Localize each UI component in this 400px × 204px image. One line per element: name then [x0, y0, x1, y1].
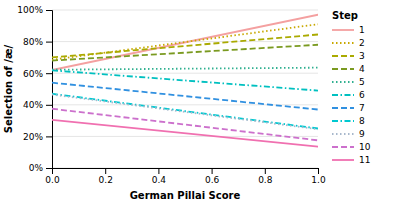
legend-item: 5	[332, 77, 365, 87]
x-tick-mark	[265, 168, 266, 174]
legend-swatch	[332, 94, 354, 96]
x-tick: 0.8	[258, 168, 273, 185]
x-tick-mark	[105, 168, 106, 174]
grid	[52, 10, 318, 168]
series-line	[52, 83, 318, 110]
legend-swatch	[332, 81, 354, 83]
legend-item: 8	[332, 116, 365, 126]
x-tick: 0.4	[152, 168, 167, 185]
legend-item: 4	[332, 64, 365, 74]
legend-item: 10	[332, 142, 371, 152]
x-tick: 0.6	[205, 168, 220, 185]
legend-label: 4	[359, 64, 365, 74]
legend-item: 3	[332, 51, 365, 61]
legend-swatch	[332, 42, 354, 44]
y-tick-mark	[46, 168, 52, 169]
legend-label: 11	[359, 155, 370, 165]
y-axis-title: Selection of /æ/	[3, 45, 14, 134]
y-tick-mark	[46, 73, 52, 74]
y-tick-label: 60%	[23, 69, 43, 79]
legend-swatch	[332, 68, 354, 70]
y-tick: 40%	[23, 100, 52, 110]
y-tick-label: 40%	[23, 100, 43, 110]
y-tick-label: 0%	[29, 163, 44, 173]
y-tick: 20%	[23, 132, 52, 142]
y-axis-line	[46, 11, 53, 169]
series-line	[52, 45, 318, 61]
y-tick-label: 100%	[17, 5, 43, 15]
legend: Step1 2 3 4 5 6 7 8 9 10 11	[332, 10, 371, 165]
legend-label: 3	[359, 51, 365, 61]
x-tick-label: 0.8	[258, 175, 273, 185]
grid-line	[52, 10, 318, 11]
legend-swatch	[332, 120, 354, 122]
series-line	[52, 120, 318, 147]
legend-label: 2	[359, 38, 365, 48]
y-tick: 60%	[23, 69, 52, 79]
legend-swatch	[332, 55, 354, 57]
x-tick-mark	[212, 168, 213, 174]
legend-label: 8	[359, 116, 365, 126]
legend-swatch	[332, 133, 354, 135]
legend-swatch	[332, 29, 354, 31]
x-axis-title: German Pillai Score	[130, 190, 241, 201]
series-line	[52, 24, 318, 60]
legend-label: 9	[359, 129, 365, 139]
y-tick: 0%	[29, 163, 52, 173]
y-tick-mark	[46, 136, 52, 137]
series-line	[52, 34, 318, 57]
x-tick: 0.2	[99, 168, 113, 185]
legend-label: 7	[359, 103, 365, 113]
y-tick: 100%	[17, 5, 52, 15]
x-tick-mark	[158, 168, 159, 174]
x-tick-label: 0.0	[45, 175, 60, 185]
x-axis: 0.0 0.2 0.4 0.6 0.8 1.0	[45, 168, 326, 185]
legend-item: 1	[332, 25, 365, 35]
chart: 0.0 0.2 0.4 0.6 0.8 1.0 0% 20% 40% 60% 80% 100% Germ…	[0, 0, 400, 204]
x-tick-label: 1.0	[311, 175, 326, 185]
legend-item: 7	[332, 103, 365, 113]
x-tick: 1.0	[311, 168, 326, 185]
x-axis-line	[53, 169, 319, 175]
y-tick: 80%	[23, 37, 52, 47]
legend-label: 6	[359, 90, 365, 100]
legend-label: 5	[359, 77, 365, 87]
legend-item: 11	[332, 155, 370, 165]
legend-item: 6	[332, 90, 365, 100]
x-tick-label: 0.4	[152, 175, 167, 185]
legend-swatch	[332, 146, 354, 148]
y-tick-mark	[46, 10, 52, 11]
plot: 0.0 0.2 0.4 0.6 0.8 1.0 0% 20% 40% 60% 80% 100%	[17, 5, 326, 185]
y-tick-label: 20%	[23, 132, 43, 142]
x-tick-mark	[318, 168, 319, 174]
y-tick-mark	[46, 42, 52, 43]
series-line	[52, 68, 318, 70]
legend-item: 2	[332, 38, 365, 48]
y-tick-mark	[46, 105, 52, 106]
x-tick: 0.0	[45, 168, 60, 185]
legend-label: 10	[359, 142, 371, 152]
legend-swatch	[332, 159, 354, 161]
legend-swatch	[332, 107, 354, 109]
series-line	[52, 15, 318, 70]
legend-label: 1	[359, 25, 365, 35]
lines	[52, 15, 318, 147]
x-tick-label: 0.6	[205, 175, 220, 185]
legend-item: 9	[332, 129, 365, 139]
x-tick-label: 0.2	[99, 175, 113, 185]
legend-title: Step	[332, 10, 358, 21]
y-axis: 0% 20% 40% 60% 80% 100%	[17, 5, 52, 173]
y-tick-label: 80%	[23, 37, 43, 47]
